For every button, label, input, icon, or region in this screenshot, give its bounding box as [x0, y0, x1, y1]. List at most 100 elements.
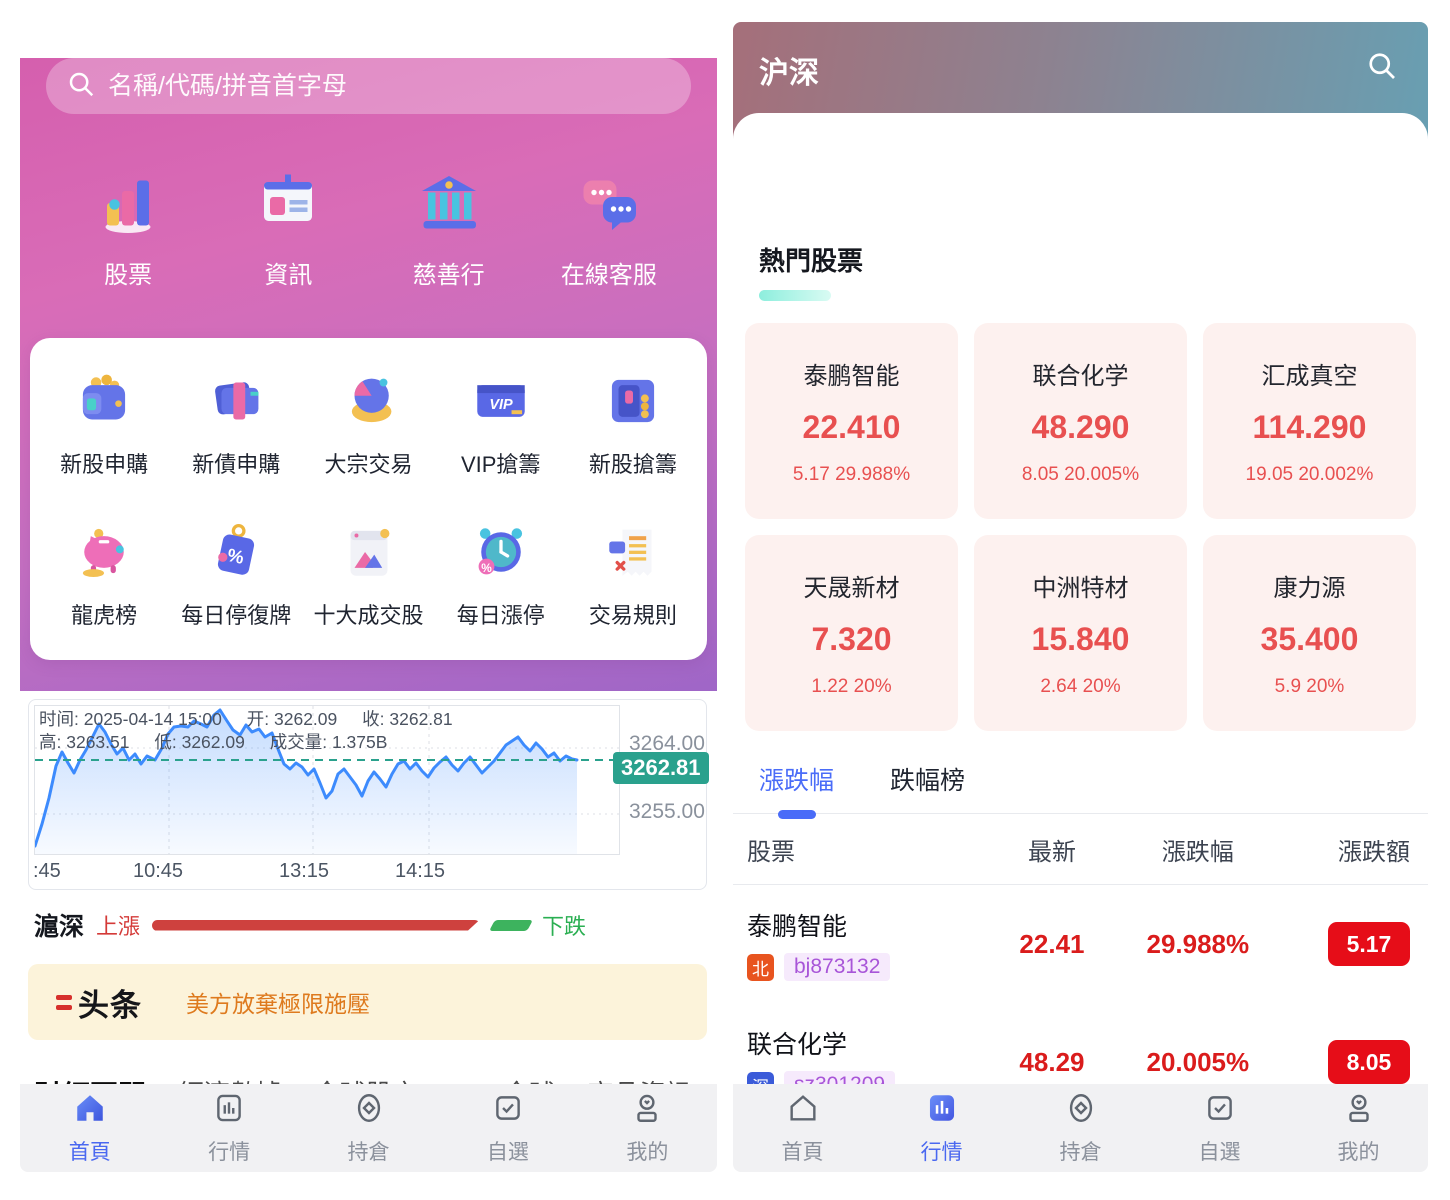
bottom-nav: 首頁 行情 持倉 [733, 1084, 1428, 1172]
service-daily-limit-up[interactable]: % 每日漲停 [435, 523, 567, 630]
service-new-bond-subscribe[interactable]: 新債申購 [170, 372, 302, 479]
nav-label: 持倉 [347, 1140, 390, 1164]
service-label: 新股申購 [60, 452, 149, 477]
hot-stock-card[interactable]: 天晟新材 7.320 1.22 20% [745, 535, 958, 731]
stock-name: 天晟新材 [803, 575, 900, 602]
search-bar[interactable] [46, 58, 691, 114]
stock-name: 泰鹏智能 [803, 363, 900, 390]
service-trading-rules[interactable]: 交易規則 [567, 523, 699, 630]
quick-item-news[interactable]: 資訊 [208, 170, 368, 290]
home-icon [786, 1091, 820, 1130]
change-amount-badge: 5.17 [1327, 922, 1410, 966]
divider [733, 813, 1428, 814]
nav-label: 我的 [626, 1140, 669, 1164]
pie-chart-icon [340, 372, 398, 435]
toutiao-logo-text: 头条 [78, 987, 142, 1023]
services-card: 新股申購 新債申購 [30, 338, 707, 660]
market-badge-bj: 北 [747, 953, 774, 981]
search-icon[interactable] [1364, 48, 1400, 89]
down-label: 下跌 [542, 914, 587, 939]
search-icon [66, 69, 96, 104]
service-label: 大宗交易 [324, 452, 413, 477]
row-last: 22.41 [1019, 928, 1085, 959]
service-label: 每日漲停 [456, 603, 545, 628]
nav-market[interactable]: 行情 [872, 1091, 1011, 1166]
nav-mine[interactable]: 我的 [1289, 1091, 1428, 1166]
chart-close: 收: 3262.81 [362, 709, 453, 729]
section-title: 熱門股票 [759, 246, 864, 276]
bottom-nav: 首頁 行情 持倉 [20, 1084, 717, 1172]
nav-home[interactable]: 首頁 [20, 1091, 159, 1166]
stock-code: bj873132 [784, 953, 891, 981]
hot-stock-card[interactable]: 中洲特材 15.840 2.64 20% [973, 535, 1187, 731]
alarm-clock-icon: % [472, 523, 530, 586]
col-amount: 漲跌額 [1337, 838, 1410, 866]
nav-positions[interactable]: 持倉 [299, 1091, 438, 1166]
y-axis-top-label: 3264.00 [629, 732, 705, 755]
stock-price: 114.290 [1252, 409, 1367, 445]
x-tick: 10:45 [133, 860, 184, 882]
advancers-bar [152, 920, 480, 931]
nav-label: 首頁 [68, 1140, 111, 1164]
nav-positions[interactable]: 持倉 [1011, 1091, 1150, 1166]
stock-change: 8.05 20.005% [1021, 464, 1140, 485]
nav-watchlist[interactable]: 自選 [438, 1091, 577, 1166]
user-icon [1342, 1091, 1376, 1130]
receipt-icon [604, 523, 662, 586]
x-axis-labels: :45 10:45 13:15 14:15 [29, 860, 615, 886]
market-content-card: 熱門股票 泰鹏智能 22.410 5.17 29.988% 联合化学 48.29… [733, 113, 1428, 1172]
chart-info-overlay: 时间: 2025-04-14 15:00 开: 3262.09 收: 3262.… [39, 708, 473, 754]
up-label: 上漲 [96, 914, 141, 939]
x-tick: 14:15 [395, 860, 446, 882]
nav-market[interactable]: 行情 [159, 1091, 298, 1166]
safe-box-icon [604, 372, 662, 435]
chart-time: 时间: 2025-04-14 15:00 [39, 709, 222, 729]
headline-text[interactable]: 美方放棄極限施壓 [186, 991, 370, 1017]
home-icon [73, 1091, 107, 1130]
stock-change: 5.9 20% [1274, 676, 1345, 697]
service-new-share-grab[interactable]: 新股搶籌 [567, 372, 699, 479]
col-last: 最新 [1027, 838, 1076, 866]
table-row[interactable]: 泰鹏智能 北 bj873132 22.41 29.988% 5.17 [733, 885, 1428, 1003]
service-dragon-tiger-list[interactable]: 龍虎榜 [38, 523, 170, 630]
chart-open: 开: 3262.09 [246, 709, 338, 729]
nav-home[interactable]: 首頁 [733, 1091, 872, 1166]
divider [733, 884, 1428, 885]
piggy-bank-icon [75, 523, 133, 586]
coin-diamond-icon [1064, 1091, 1098, 1130]
service-vip-grab[interactable]: VIP VIP搶籌 [435, 372, 567, 479]
tab-gainers[interactable]: 漲跌幅 [759, 761, 834, 813]
quick-item-service[interactable]: 在線客服 [529, 170, 689, 290]
service-daily-halt-resume[interactable]: % 每日停復牌 [170, 523, 302, 630]
quick-item-label: 股票 [104, 262, 153, 289]
nav-mine[interactable]: 我的 [578, 1091, 717, 1166]
headline-banner[interactable]: 头条 美方放棄極限施壓 [28, 964, 707, 1040]
stock-price: 48.290 [1031, 409, 1130, 445]
quick-item-charity[interactable]: 慈善行 [369, 170, 529, 290]
vip-card-icon: VIP [472, 372, 530, 435]
nav-watchlist[interactable]: 自選 [1150, 1091, 1289, 1166]
user-icon [630, 1091, 664, 1130]
service-block-trade[interactable]: 大宗交易 [302, 372, 434, 479]
section-title-underline [759, 290, 831, 301]
service-new-share-subscribe[interactable]: 新股申購 [38, 372, 170, 479]
index-chart[interactable]: 时间: 2025-04-14 15:00 开: 3262.09 收: 3262.… [28, 699, 709, 890]
hot-stocks-grid: 泰鹏智能 22.410 5.17 29.988% 联合化学 48.290 8.0… [745, 323, 1416, 731]
hot-stock-card[interactable]: 泰鹏智能 22.410 5.17 29.988% [745, 323, 958, 519]
current-price-badge: 3262.81 [613, 752, 709, 784]
service-top10-traded[interactable]: 十大成交股 [302, 523, 434, 630]
tab-losers[interactable]: 跌幅榜 [890, 767, 966, 795]
search-input[interactable] [108, 71, 671, 101]
quick-item-label: 在線客服 [560, 262, 657, 289]
hot-stock-card[interactable]: 康力源 35.400 5.9 20% [1202, 535, 1416, 731]
nav-label: 行情 [920, 1140, 963, 1164]
percent-tag-icon: % [207, 523, 265, 586]
service-label: 每日停復牌 [181, 603, 292, 628]
stock-change: 1.22 20% [811, 676, 892, 697]
bank-building-icon [416, 170, 482, 241]
hot-stock-card[interactable]: 联合化学 48.290 8.05 20.005% [973, 323, 1187, 519]
chat-bubbles-icon [576, 170, 642, 241]
quick-item-stocks[interactable]: 股票 [48, 170, 208, 290]
home-header: 股票 資訊 [20, 58, 717, 691]
hot-stock-card[interactable]: 汇成真空 114.290 19.05 20.002% [1202, 323, 1416, 519]
